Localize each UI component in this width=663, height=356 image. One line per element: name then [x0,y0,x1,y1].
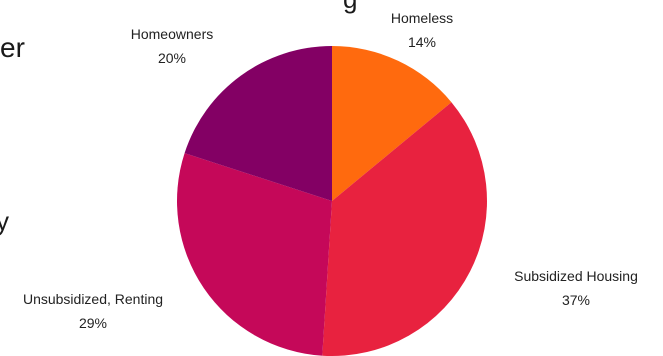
slice-label-homeless: Homeless [391,10,453,26]
slice-value-unsubsidized-renting: 29% [79,315,107,331]
pie-slice-subsidized-housing [322,102,487,356]
pie-slice-unsubsidized-renting [177,153,332,356]
cropped-title-fragment: g [343,0,357,15]
label-homeless: Homeless 14% [391,10,453,50]
pie-slices [177,46,487,356]
slice-value-homeowners: 20% [158,50,186,66]
slice-value-subsidized-housing: 37% [562,292,590,308]
slice-label-subsidized-housing: Subsidized Housing [514,268,638,284]
label-subsidized-housing: Subsidized Housing 37% [514,268,638,308]
slice-label-unsubsidized-renting: Unsubsidized, Renting [23,291,163,307]
cropped-text-fragment-y: y [0,206,9,236]
label-homeowners: Homeowners 20% [131,26,213,66]
label-unsubsidized-renting: Unsubsidized, Renting 29% [23,291,163,331]
pie-slice-homeowners [184,46,332,201]
pie-slice-homeless [332,46,452,201]
slice-label-homeowners: Homeowners [131,26,213,42]
slice-value-homeless: 14% [408,34,436,50]
cropped-text-fragment-er: er [0,32,25,63]
